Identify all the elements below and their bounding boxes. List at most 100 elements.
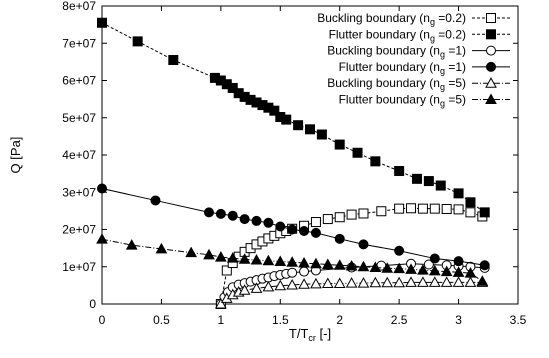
data-point — [239, 214, 250, 225]
data-point — [215, 251, 227, 262]
series-layer — [96, 17, 490, 309]
data-point — [370, 156, 381, 167]
x-tick-label: 3 — [455, 313, 462, 327]
data-point — [299, 225, 310, 236]
data-point — [275, 221, 286, 232]
data-point — [97, 17, 107, 28]
data-point — [428, 264, 441, 276]
axis-ticks: 0 0.5 1 1.5 2 2.5 3 3.5 0 1e+07 2e+07 3e+07 4e+07 5e+… — [62, 0, 526, 327]
data-point — [274, 279, 287, 291]
data-point — [305, 124, 315, 135]
data-point — [429, 253, 440, 264]
data-point — [125, 239, 138, 250]
data-point — [269, 105, 280, 116]
legend-item-4: Flutter boundary (ng =1) — [339, 60, 510, 76]
x-tick-label: 2 — [336, 313, 343, 327]
legend: Buckling boundary (ng =0.2)Flutter bound… — [317, 11, 510, 109]
data-point — [406, 203, 417, 214]
data-point — [441, 204, 452, 215]
data-point — [203, 248, 215, 260]
legend-item-3: Buckling boundary (ng =1) — [327, 44, 510, 60]
data-point — [465, 197, 476, 208]
y-tick-label: 8e+07 — [62, 0, 96, 13]
data-point — [250, 254, 263, 265]
data-point — [203, 207, 214, 218]
x-tick-label: 2.5 — [391, 313, 408, 327]
x-tick-label: 0 — [99, 313, 106, 327]
data-point — [334, 212, 345, 223]
data-point — [322, 214, 333, 225]
legend-marker — [486, 13, 496, 23]
legend-label: Buckling boundary (ng =1) — [327, 44, 466, 60]
data-point — [393, 276, 405, 288]
data-point — [394, 203, 405, 214]
data-point — [96, 233, 108, 244]
data-point — [281, 114, 292, 125]
data-point — [215, 208, 226, 219]
data-point — [423, 176, 434, 187]
data-point — [321, 277, 334, 289]
data-point — [333, 259, 346, 270]
y-tick-label: 5e+07 — [62, 111, 96, 125]
data-point — [357, 260, 370, 272]
series-line — [220, 207, 483, 305]
data-point — [287, 267, 298, 278]
y-tick-label: 1e+07 — [62, 260, 96, 274]
data-point — [440, 276, 453, 287]
data-point — [394, 245, 405, 256]
data-point — [417, 276, 429, 287]
data-point — [465, 207, 476, 218]
data-point — [428, 276, 441, 287]
data-point — [405, 263, 417, 274]
y-tick-label: 4e+07 — [62, 148, 96, 162]
data-point — [464, 276, 477, 287]
y-axis-label: Q [Pa] — [8, 137, 23, 174]
data-point — [452, 266, 465, 277]
data-point — [250, 282, 263, 293]
data-point — [238, 253, 251, 264]
legend-label: Buckling boundary (ng =5) — [327, 76, 466, 92]
data-point — [453, 204, 464, 215]
x-tick-label: 1.5 — [272, 313, 289, 327]
data-point — [453, 188, 464, 199]
data-point — [333, 277, 346, 289]
data-point — [376, 206, 387, 217]
data-point — [299, 266, 310, 277]
data-point — [381, 262, 394, 273]
data-point — [221, 265, 232, 276]
data-point — [369, 261, 382, 272]
series-1 — [215, 203, 488, 309]
legend-item-6: Flutter boundary (ng =5) — [339, 93, 510, 109]
data-point — [435, 180, 446, 191]
data-point — [394, 166, 405, 177]
data-point — [423, 259, 434, 270]
data-point — [358, 239, 369, 250]
series-2 — [97, 17, 490, 218]
x-tick-label: 3.5 — [510, 313, 527, 327]
data-point — [298, 256, 310, 268]
data-point — [369, 276, 382, 288]
data-point — [405, 276, 417, 287]
data-point — [452, 276, 465, 287]
legend-item-1: Buckling boundary (ng =0.2) — [317, 11, 510, 27]
data-point — [417, 203, 428, 214]
data-point — [310, 257, 322, 269]
legend-marker — [485, 77, 497, 88]
data-point — [238, 284, 251, 295]
legend-marker — [485, 93, 497, 104]
data-point — [310, 217, 321, 228]
data-point — [215, 297, 227, 309]
data-point — [262, 280, 275, 292]
legend-label: Flutter boundary (ng =0.2) — [329, 27, 466, 43]
series-4 — [97, 183, 490, 271]
data-point — [251, 215, 262, 226]
data-point — [293, 120, 304, 131]
data-point — [453, 256, 464, 267]
data-point — [393, 262, 405, 274]
series-line — [101, 238, 483, 282]
data-point — [381, 276, 394, 288]
data-point — [263, 217, 274, 228]
data-point — [345, 259, 358, 271]
data-point — [287, 224, 298, 235]
data-point — [479, 260, 490, 271]
